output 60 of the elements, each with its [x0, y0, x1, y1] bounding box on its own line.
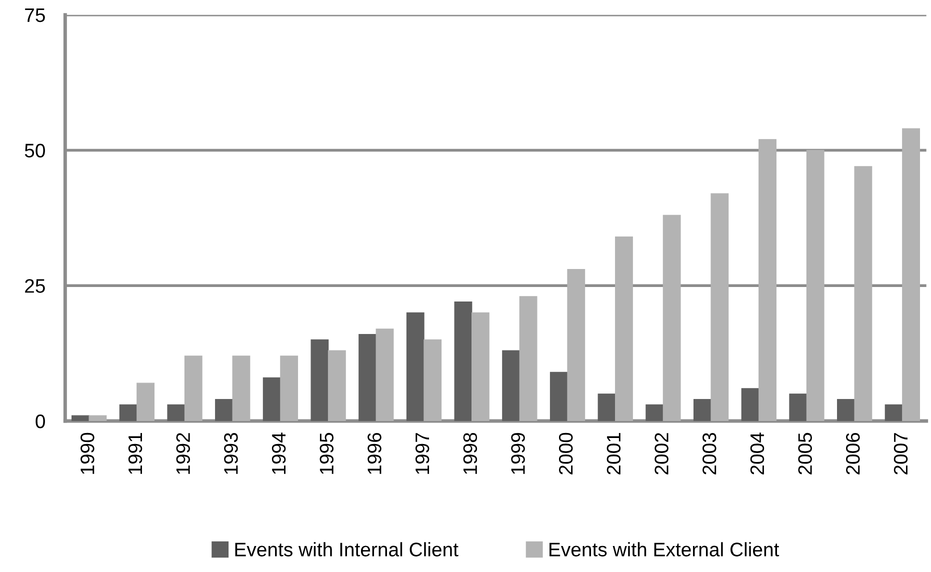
- y-tick-label: 25: [25, 279, 45, 293]
- bar: [184, 356, 202, 421]
- bar: [376, 328, 394, 421]
- x-tick-label: 2006: [846, 432, 860, 474]
- x-tick-label: 1998: [463, 432, 478, 474]
- bar: [88, 415, 107, 421]
- x-tick-label: 1999: [511, 433, 525, 474]
- x-tick-label: 2005: [798, 432, 812, 474]
- bar: [662, 214, 681, 421]
- x-tick-label: 1990: [80, 432, 94, 474]
- bar: [136, 382, 155, 421]
- x-tick-label: 1995: [320, 432, 334, 474]
- bar: [710, 193, 729, 421]
- x-tick-label: 2002: [654, 433, 668, 474]
- bar: [232, 356, 250, 421]
- x-tick-label: 1994: [272, 432, 286, 474]
- bar: [471, 312, 490, 421]
- bar: [424, 339, 442, 421]
- bar: [854, 166, 872, 421]
- x-tick-label: 2001: [606, 433, 621, 474]
- bar: [167, 404, 186, 421]
- bar: [328, 350, 346, 421]
- bar: [280, 356, 298, 421]
- x-tick-label: 2000: [558, 432, 573, 474]
- legend-label: Events with Internal Client: [235, 542, 458, 556]
- bar: [884, 404, 903, 421]
- y-tick-label: 0: [36, 414, 45, 428]
- x-tick-label: 1996: [368, 432, 382, 474]
- bar: [454, 302, 472, 421]
- bar: [741, 388, 760, 421]
- bar: [406, 312, 424, 421]
- bar: [310, 339, 329, 421]
- x-tick-label: 1991: [128, 433, 142, 474]
- bar: [758, 139, 776, 421]
- bar: [519, 296, 538, 421]
- bar: [119, 404, 138, 421]
- bar: [502, 350, 520, 421]
- x-tick-label: 2003: [702, 432, 716, 474]
- x-tick-label: 1992: [176, 433, 190, 474]
- legend-label: Events with External Client: [550, 542, 780, 556]
- bar: [646, 404, 664, 421]
- bar: [693, 398, 712, 421]
- bar: [902, 128, 920, 421]
- bar: [806, 150, 824, 421]
- bar: [215, 398, 233, 421]
- bar: [72, 415, 90, 421]
- bar: [837, 398, 855, 421]
- x-tick-label: 2004: [750, 432, 764, 474]
- bar: [789, 394, 808, 421]
- x-tick-label: 1993: [224, 432, 238, 474]
- bar: [262, 377, 281, 421]
- x-tick-label: 1997: [415, 433, 430, 474]
- bar: [615, 236, 633, 421]
- bar: [598, 394, 616, 421]
- bar: [567, 269, 586, 421]
- bar: [550, 372, 568, 421]
- bar: [358, 334, 376, 421]
- y-tick-label: 50: [24, 144, 45, 158]
- x-tick-label: 2007: [894, 433, 908, 474]
- y-tick-label: 75: [25, 8, 45, 22]
